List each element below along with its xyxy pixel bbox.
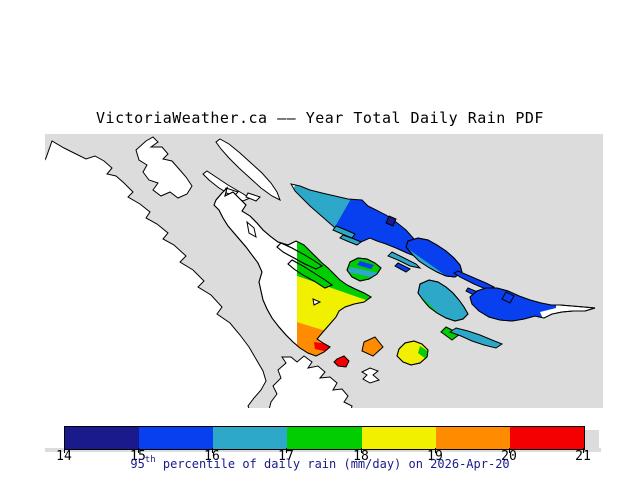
colorbar-segment-16-17	[213, 427, 288, 449]
colorbar-segment-20-21	[509, 427, 584, 449]
colorbar-tick	[509, 448, 510, 453]
caption-superscript: th	[144, 455, 156, 465]
colorbar-tick	[435, 448, 436, 453]
saltspring-lake	[246, 220, 257, 238]
colorbar-tick	[64, 448, 65, 453]
colorbar-segment-19-20	[435, 427, 510, 449]
island-moresby	[396, 340, 429, 366]
colorbar-tick-label: 18	[353, 449, 369, 464]
colorbar-tick-label: 16	[204, 449, 220, 464]
galiano-navy-marker	[385, 215, 397, 227]
colorbar-tick-label: 15	[130, 449, 146, 464]
island-thetis-penelakut	[135, 136, 193, 199]
colorbar-shadow-right	[584, 430, 599, 452]
saltspring-marker	[312, 298, 322, 306]
colorbar-tick-label: 19	[427, 449, 443, 464]
island-piers	[333, 355, 350, 368]
saanich-peninsula-land	[268, 355, 353, 408]
colorbar-segment-17-18	[287, 427, 362, 449]
island-portland	[361, 336, 384, 357]
colorbar-segment-18-19	[361, 427, 436, 449]
islet-wallace-b	[339, 234, 362, 246]
island-sliver-west	[202, 170, 252, 202]
colorbar-segment-14-15	[65, 427, 140, 449]
islet-north-b	[245, 192, 261, 202]
colorbar-tick-label: 20	[501, 449, 517, 464]
colorbar-tick	[286, 448, 287, 453]
island-coal	[360, 367, 381, 384]
colorbar-tick-label: 21	[575, 449, 591, 464]
plot-title: VictoriaWeather.ca —— Year Total Daily R…	[96, 109, 544, 127]
colorbar-caption: 95th percentile of daily rain (mm/day) o…	[130, 455, 510, 471]
islet-gossip-a	[387, 251, 422, 269]
colorbar-shadow-bottom	[45, 448, 601, 452]
gulf-islands-map	[45, 134, 603, 408]
colorbar-tick	[212, 448, 213, 453]
colorbar-tick	[583, 448, 584, 453]
moresby-green-wedge	[418, 346, 428, 359]
colorbar	[64, 426, 585, 450]
colorbar-tick-label: 14	[56, 449, 72, 464]
island-valdes	[215, 138, 281, 202]
colorbar-tick	[138, 448, 139, 453]
saturna-diamond-marker	[501, 291, 515, 304]
island-prevost	[346, 257, 382, 282]
colorbar-tick	[361, 448, 362, 453]
colorbar-tick-label: 17	[278, 449, 294, 464]
colorbar-segment-15-16	[139, 427, 214, 449]
island-south-pender	[448, 327, 504, 349]
vancouver-island-land	[45, 140, 267, 408]
islet-gossip-b	[394, 262, 411, 273]
